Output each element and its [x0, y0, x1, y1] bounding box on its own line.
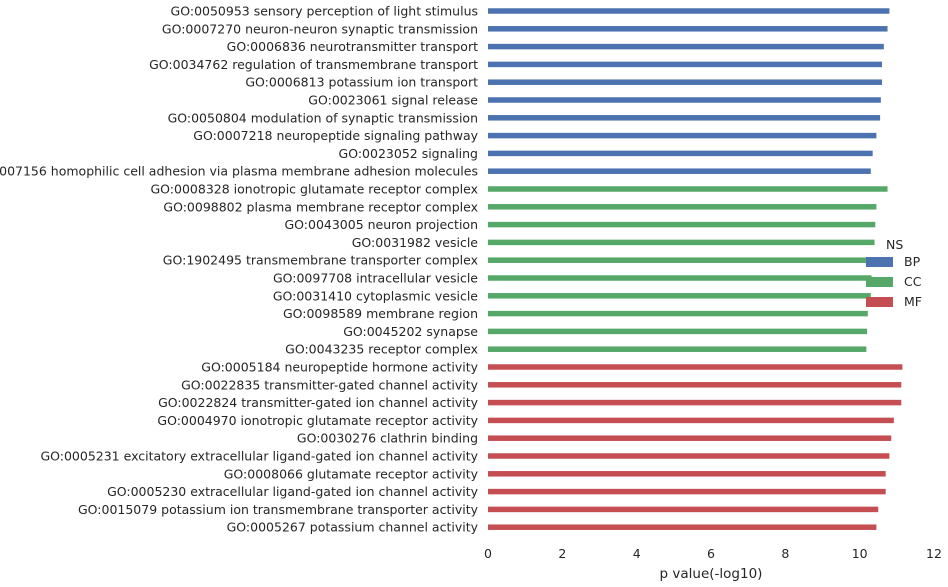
- bar: [488, 293, 871, 299]
- bar: [488, 275, 872, 281]
- x-tick-label: 4: [633, 546, 641, 561]
- category-label: GO:0098802 plasma membrane receptor comp…: [163, 199, 478, 214]
- category-label: GO:0098589 membrane region: [283, 306, 478, 321]
- category-label: GO:0050804 modulation of synaptic transm…: [168, 110, 478, 125]
- bar: [488, 186, 888, 192]
- bars-layer: [488, 8, 903, 530]
- category-label: GO:0006813 potassium ion transport: [245, 75, 478, 90]
- legend-entry-label: BP: [904, 254, 921, 269]
- bar: [488, 524, 877, 530]
- category-label: GO:0043005 neuron projection: [284, 217, 478, 232]
- bar: [488, 364, 903, 370]
- bar: [488, 435, 892, 441]
- category-label: GO:0005184 neuropeptide hormone activity: [201, 360, 478, 375]
- legend-swatch: [866, 297, 893, 307]
- bar: [488, 43, 884, 50]
- x-tick-label: 8: [781, 546, 789, 561]
- category-label: GO:0004970 ionotropic glutamate receptor…: [157, 413, 478, 428]
- category-label: GO:0005231 excitatory extracellular liga…: [40, 449, 478, 464]
- category-label: GO:0007156 homophilic cell adhesion via …: [0, 164, 478, 179]
- legend-swatch: [866, 277, 893, 287]
- bar: [488, 310, 868, 317]
- category-label: GO:0043235 receptor complex: [285, 342, 478, 357]
- bar: [488, 471, 886, 477]
- category-label: GO:1902495 transmembrane transporter com…: [163, 253, 478, 268]
- x-axis-ticks: 0 2 4 6 8 10 12: [484, 546, 942, 561]
- x-tick-label: 0: [484, 546, 492, 561]
- x-tick-label: 2: [558, 546, 566, 561]
- legend: NS BP CC MF: [866, 237, 922, 309]
- category-labels: GO:0050953 sensory perception of light s…: [0, 4, 479, 535]
- category-label: GO:0005267 potassium channel activity: [227, 520, 479, 535]
- category-label: GO:0031982 vesicle: [352, 235, 479, 250]
- bar: [488, 150, 873, 157]
- bar: [488, 399, 902, 406]
- bar: [488, 328, 868, 335]
- bar: [488, 61, 882, 68]
- x-tick-label: 10: [852, 546, 868, 561]
- category-label: GO:0031410 cytoplasmic vesicle: [273, 288, 478, 303]
- bar: [488, 221, 876, 228]
- bar: [488, 115, 881, 121]
- legend-title: NS: [886, 237, 903, 252]
- bar: [488, 97, 881, 103]
- category-label: GO:0008328 ionotropic glutamate receptor…: [151, 182, 479, 197]
- category-label: GO:0022824 transmitter-gated ion channel…: [158, 395, 479, 410]
- x-axis-label: p value(-log10): [660, 566, 763, 582]
- category-label: GO:0005230 extracellular ligand-gated io…: [107, 484, 479, 499]
- legend-entry-label: CC: [904, 274, 922, 289]
- category-label: GO:0008066 glutamate receptor activity: [224, 466, 479, 481]
- legend-entry-label: MF: [904, 294, 922, 309]
- x-tick-label: 12: [926, 546, 942, 561]
- category-label: GO:0034762 regulation of transmembrane t…: [149, 57, 478, 72]
- bar: [488, 257, 873, 263]
- category-label: GO:0006836 neurotransmitter transport: [227, 39, 478, 54]
- bar: [488, 382, 902, 388]
- bar: [488, 506, 879, 513]
- bar: [488, 239, 875, 246]
- bar: [488, 26, 888, 32]
- category-label: GO:0023052 signaling: [339, 146, 478, 161]
- bar: [488, 79, 882, 85]
- category-label: GO:0050953 sensory perception of light s…: [171, 4, 478, 19]
- category-label: GO:0045202 synapse: [343, 324, 478, 339]
- category-label: GO:0097708 intracellular vesicle: [273, 271, 478, 286]
- legend-swatch: [866, 257, 893, 267]
- category-label: GO:0023061 signal release: [308, 93, 478, 108]
- category-label: GO:0007218 neuropeptide signaling pathwa…: [193, 128, 478, 143]
- category-label: GO:0022835 transmitter-gated channel act…: [181, 377, 478, 392]
- bar: [488, 168, 871, 174]
- category-label: GO:0030276 clathrin binding: [297, 431, 478, 446]
- bar: [488, 346, 867, 352]
- category-label: GO:0007270 neuron-neuron synaptic transm…: [162, 21, 478, 36]
- bar: [488, 453, 890, 459]
- x-tick-label: 6: [707, 546, 715, 561]
- category-label: GO:0015079 potassium ion transmembrane t…: [78, 502, 479, 517]
- bar: [488, 488, 886, 495]
- bar: [488, 132, 877, 139]
- bar: [488, 204, 877, 210]
- bar: [488, 8, 890, 14]
- bar: [488, 417, 894, 424]
